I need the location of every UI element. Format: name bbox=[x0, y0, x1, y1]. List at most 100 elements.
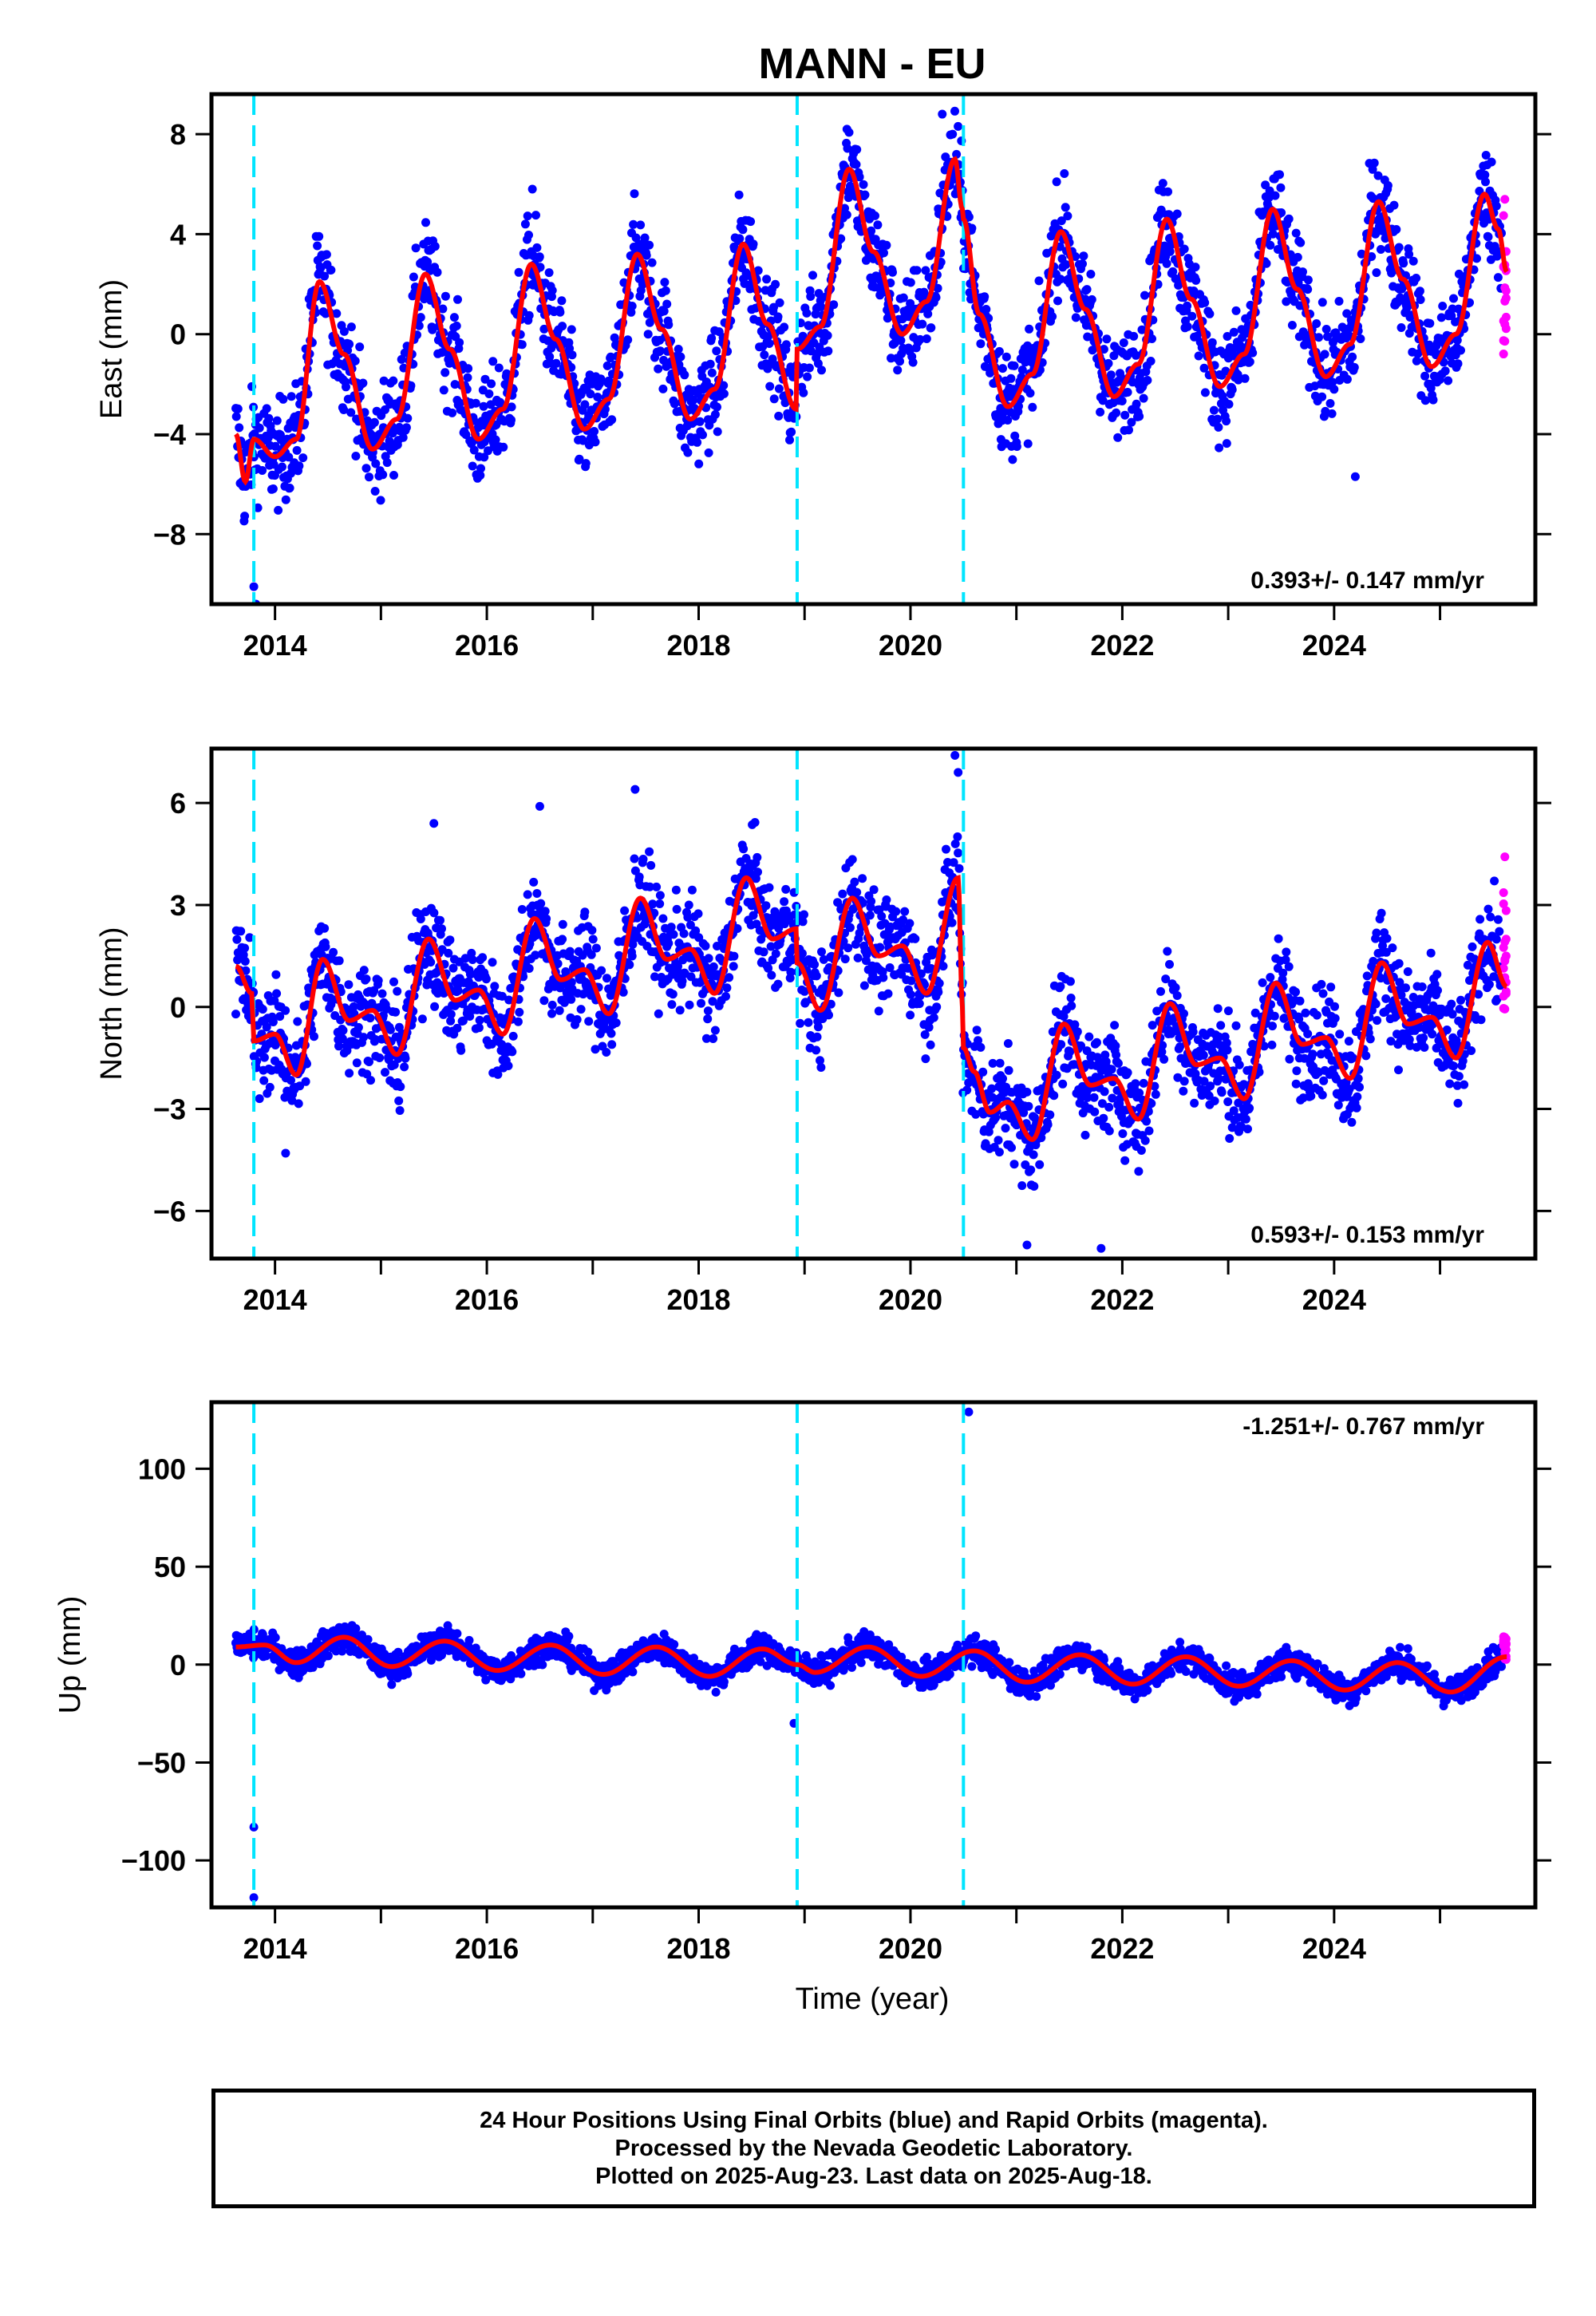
data-point bbox=[1356, 334, 1365, 343]
data-point bbox=[1371, 999, 1381, 1009]
data-point bbox=[1110, 1021, 1120, 1030]
data-point bbox=[1029, 1150, 1038, 1160]
data-point bbox=[1017, 1181, 1027, 1191]
data-point bbox=[264, 413, 274, 423]
data-point bbox=[484, 389, 494, 398]
data-point bbox=[1231, 306, 1241, 315]
data-point bbox=[358, 378, 368, 388]
data-point bbox=[703, 1014, 713, 1024]
data-point bbox=[507, 402, 516, 412]
data-point bbox=[921, 1054, 930, 1064]
data-point bbox=[606, 990, 615, 1000]
data-point bbox=[650, 972, 659, 982]
data-point bbox=[1452, 1081, 1462, 1090]
data-point bbox=[355, 342, 365, 352]
data-point bbox=[1086, 270, 1096, 279]
data-point bbox=[1401, 983, 1410, 993]
data-point bbox=[994, 1148, 1004, 1157]
data-point bbox=[710, 1026, 720, 1035]
data-point bbox=[931, 293, 941, 302]
data-point bbox=[607, 415, 617, 425]
data-point bbox=[1204, 1091, 1214, 1101]
data-point bbox=[851, 160, 861, 169]
data-point bbox=[1467, 1046, 1476, 1055]
x-tick-label: 2016 bbox=[455, 1283, 519, 1316]
data-point bbox=[812, 349, 822, 358]
data-point bbox=[474, 1023, 484, 1033]
data-point bbox=[1124, 425, 1133, 435]
data-point bbox=[452, 1000, 460, 1010]
data-point bbox=[1132, 399, 1141, 409]
data-point bbox=[764, 361, 773, 370]
data-point bbox=[1416, 295, 1425, 304]
data-point bbox=[475, 1015, 484, 1025]
data-point bbox=[602, 361, 612, 370]
data-point bbox=[954, 864, 964, 873]
data-point bbox=[586, 389, 595, 399]
data-point bbox=[1111, 1041, 1120, 1050]
data-point bbox=[834, 988, 843, 998]
data-point bbox=[349, 1002, 358, 1011]
data-point bbox=[865, 911, 875, 920]
data-point bbox=[1056, 982, 1065, 991]
data-point bbox=[1100, 1087, 1109, 1097]
data-point bbox=[1215, 443, 1224, 453]
data-point bbox=[661, 286, 670, 295]
x-tick-label: 2020 bbox=[879, 1283, 942, 1316]
data-point bbox=[438, 304, 448, 314]
data-point bbox=[941, 152, 950, 162]
data-point bbox=[646, 860, 656, 870]
data-point bbox=[895, 357, 904, 366]
data-point bbox=[907, 976, 916, 986]
data-point bbox=[1171, 983, 1180, 993]
data-point bbox=[1291, 987, 1300, 997]
data-point bbox=[967, 223, 977, 233]
data-point bbox=[314, 231, 324, 241]
data-point bbox=[1001, 352, 1011, 362]
y-tick-label: 0 bbox=[170, 991, 186, 1024]
data-point bbox=[1250, 1008, 1260, 1018]
data-point bbox=[361, 464, 371, 473]
data-point bbox=[710, 409, 720, 419]
data-point bbox=[853, 953, 863, 962]
data-point bbox=[576, 1005, 586, 1014]
data-point bbox=[685, 1000, 694, 1010]
data-point bbox=[1420, 1042, 1429, 1052]
data-point bbox=[1191, 275, 1201, 285]
data-point bbox=[1303, 1030, 1313, 1038]
data-point bbox=[761, 901, 771, 911]
data-point bbox=[497, 991, 507, 1001]
data-point bbox=[888, 267, 897, 277]
data-point bbox=[1003, 416, 1013, 425]
data-point bbox=[507, 415, 516, 425]
data-point bbox=[1200, 298, 1210, 307]
data-point bbox=[1025, 324, 1034, 334]
data-point bbox=[567, 978, 576, 987]
data-point bbox=[1089, 1093, 1099, 1102]
data-point bbox=[1372, 268, 1381, 278]
data-point bbox=[490, 982, 500, 991]
data-point bbox=[1493, 915, 1503, 924]
data-point bbox=[1367, 252, 1377, 261]
data-point bbox=[1444, 376, 1453, 385]
data-point bbox=[704, 448, 713, 457]
data-point bbox=[1147, 1099, 1156, 1109]
data-point bbox=[764, 332, 773, 342]
data-point bbox=[1284, 214, 1294, 223]
data-point bbox=[614, 951, 624, 960]
data-point bbox=[873, 220, 883, 230]
data-point bbox=[240, 943, 250, 953]
data-point bbox=[1270, 191, 1280, 200]
data-point bbox=[994, 346, 1004, 356]
data-point bbox=[1377, 908, 1386, 918]
data-point bbox=[949, 858, 958, 868]
data-point bbox=[800, 986, 809, 996]
data-point bbox=[817, 947, 826, 957]
data-point bbox=[542, 914, 551, 923]
data-point bbox=[471, 398, 480, 408]
data-point bbox=[1210, 1097, 1219, 1105]
data-point bbox=[430, 242, 440, 251]
data-point bbox=[1329, 385, 1339, 394]
data-point bbox=[463, 373, 472, 382]
